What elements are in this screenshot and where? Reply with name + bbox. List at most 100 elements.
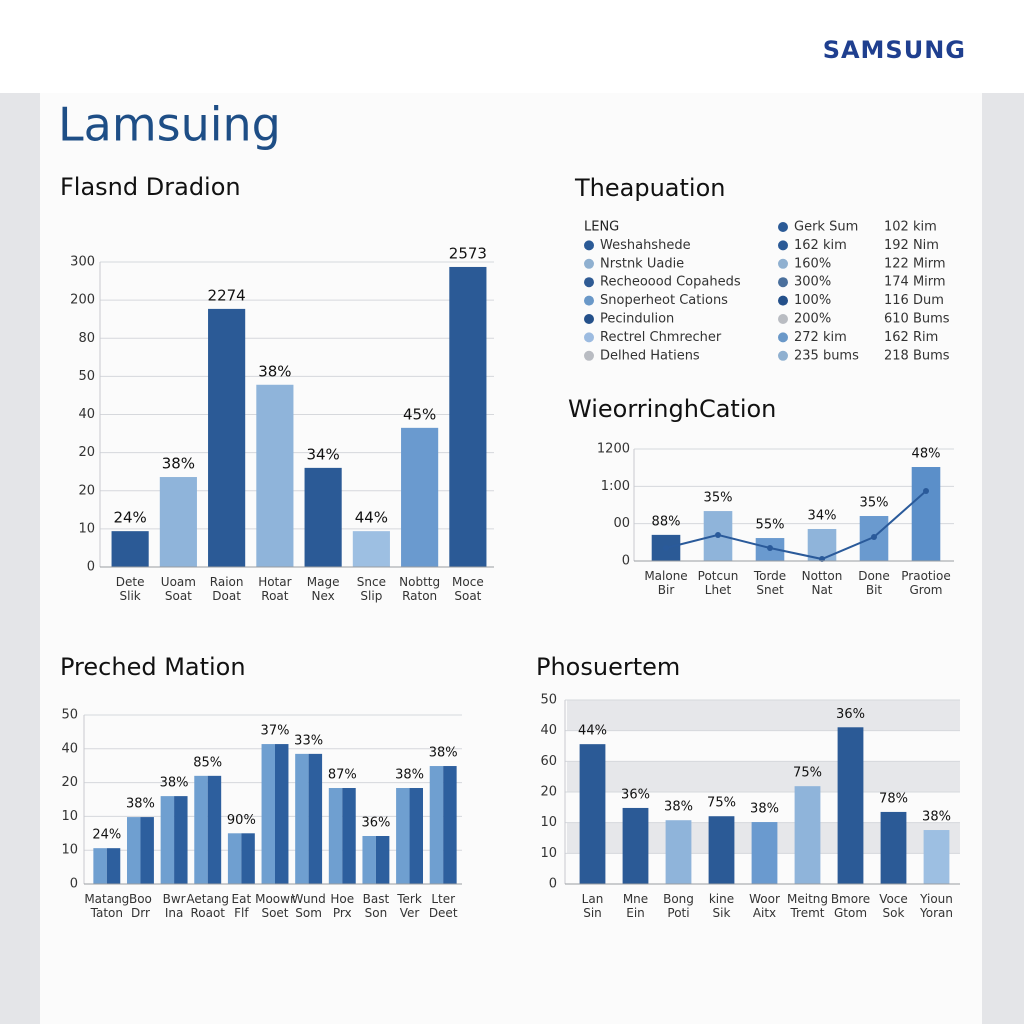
- y-tick-label: 10: [61, 843, 78, 858]
- bullet: [778, 240, 788, 251]
- bar: [579, 744, 606, 884]
- summary-item: 100%: [794, 293, 831, 308]
- bar: [241, 833, 255, 884]
- x-tick-label: Voce Sok: [879, 892, 908, 920]
- bar: [429, 766, 444, 884]
- summary-item: 200%: [794, 312, 831, 327]
- data-label: 85%: [193, 755, 222, 770]
- data-label: 2274: [208, 286, 246, 304]
- x-tick-label: Uoam Soat: [161, 575, 196, 603]
- summary-item: Recheoood Copaheds: [600, 275, 741, 290]
- bar: [295, 753, 309, 884]
- x-tick-label: Yioun Yoran: [919, 892, 953, 920]
- bar: [443, 766, 457, 884]
- bar: [396, 788, 410, 884]
- x-tick-label: Malone Bir: [644, 569, 687, 597]
- chart-title: Phosuertem: [536, 653, 680, 681]
- x-tick-label: Lan Sin: [582, 892, 604, 920]
- data-label: 90%: [227, 813, 256, 828]
- bar: [227, 833, 242, 884]
- line-point: [663, 545, 669, 552]
- summary-item: 272 kim: [794, 330, 847, 345]
- x-tick-label: Raion Doat: [210, 575, 244, 603]
- x-tick-label: Notton Nat: [802, 569, 843, 597]
- summary-item: Delhed Hatiens: [600, 348, 700, 363]
- y-tick-label: 10: [540, 846, 557, 861]
- bullet: [778, 332, 788, 343]
- bar: [140, 817, 154, 884]
- bar: [401, 427, 439, 567]
- side-strip: [0, 93, 40, 1024]
- data-label: 38%: [162, 455, 195, 473]
- x-tick-label: Hotar Roat: [258, 575, 291, 603]
- y-tick-label: 50: [540, 693, 557, 708]
- y-tick-label: 0: [622, 554, 630, 569]
- x-tick-label: Bast Son: [363, 892, 390, 920]
- summary-item: 610 Bums: [884, 312, 950, 327]
- data-label: 38%: [750, 802, 779, 817]
- page-title: Lamsuing: [58, 98, 281, 152]
- bar: [106, 848, 121, 884]
- data-label: 24%: [92, 828, 121, 843]
- line-point: [767, 545, 773, 552]
- y-tick-label: 1200: [597, 442, 630, 457]
- data-label: 78%: [879, 791, 908, 806]
- y-tick-label: 40: [78, 407, 95, 422]
- y-tick-label: 50: [61, 708, 78, 723]
- data-label: 34%: [306, 445, 339, 463]
- data-label: 38%: [126, 797, 155, 812]
- bar: [261, 744, 275, 884]
- line-point: [871, 534, 877, 541]
- x-tick-label: Torde Snet: [753, 569, 786, 597]
- bar: [751, 822, 778, 884]
- data-label: 36%: [621, 787, 650, 802]
- data-label: 34%: [808, 508, 837, 523]
- x-tick-label: Lter Deet: [429, 892, 458, 920]
- bar: [160, 796, 175, 884]
- summary-item: 162 kim: [794, 238, 847, 253]
- y-tick-label: 20: [540, 785, 557, 800]
- column-heading: LENG: [584, 220, 619, 235]
- bar: [127, 817, 141, 884]
- x-tick-label: Eat Flf: [232, 892, 252, 920]
- bar: [93, 848, 107, 884]
- bar: [328, 788, 343, 884]
- summary-item: 235 bums: [794, 348, 859, 363]
- x-tick-label: Bmore Gtom: [831, 892, 870, 920]
- data-label: 24%: [113, 509, 146, 527]
- x-tick-label: Nobttg Raton: [399, 575, 440, 603]
- x-tick-label: Boo Drr: [129, 892, 152, 920]
- data-label: 48%: [912, 447, 941, 462]
- data-label: 33%: [294, 733, 323, 748]
- summary-item: 122 Mirm: [884, 256, 946, 271]
- bar: [880, 811, 907, 884]
- bullet: [778, 295, 788, 306]
- data-label: 75%: [793, 766, 822, 781]
- grid-band: [567, 700, 960, 731]
- data-label: 36%: [836, 707, 865, 722]
- bar: [923, 830, 950, 884]
- bar: [665, 820, 692, 884]
- summary-item: Snoperheot Cations: [600, 293, 728, 308]
- y-tick-label: 300: [70, 255, 95, 270]
- summary-item: 218 Bums: [884, 348, 950, 363]
- data-label: 2573: [449, 244, 487, 262]
- bar: [409, 788, 423, 884]
- y-tick-label: 20: [78, 483, 95, 498]
- data-label: 36%: [361, 816, 390, 831]
- y-tick-label: 00: [613, 516, 630, 531]
- x-tick-label: Dete Slik: [116, 575, 145, 603]
- bar: [794, 786, 821, 884]
- data-label: 44%: [355, 509, 388, 527]
- side-strip: [982, 93, 1024, 1024]
- x-tick-label: Bwr Ina: [163, 892, 186, 920]
- bullet: [584, 277, 594, 288]
- data-label: 38%: [160, 776, 189, 791]
- data-label: 38%: [395, 768, 424, 783]
- summary-item: Gerk Sum: [794, 220, 858, 235]
- bullet: [778, 222, 788, 232]
- line: [665, 490, 927, 561]
- bar: [708, 816, 735, 884]
- y-tick-label: 0: [549, 877, 557, 892]
